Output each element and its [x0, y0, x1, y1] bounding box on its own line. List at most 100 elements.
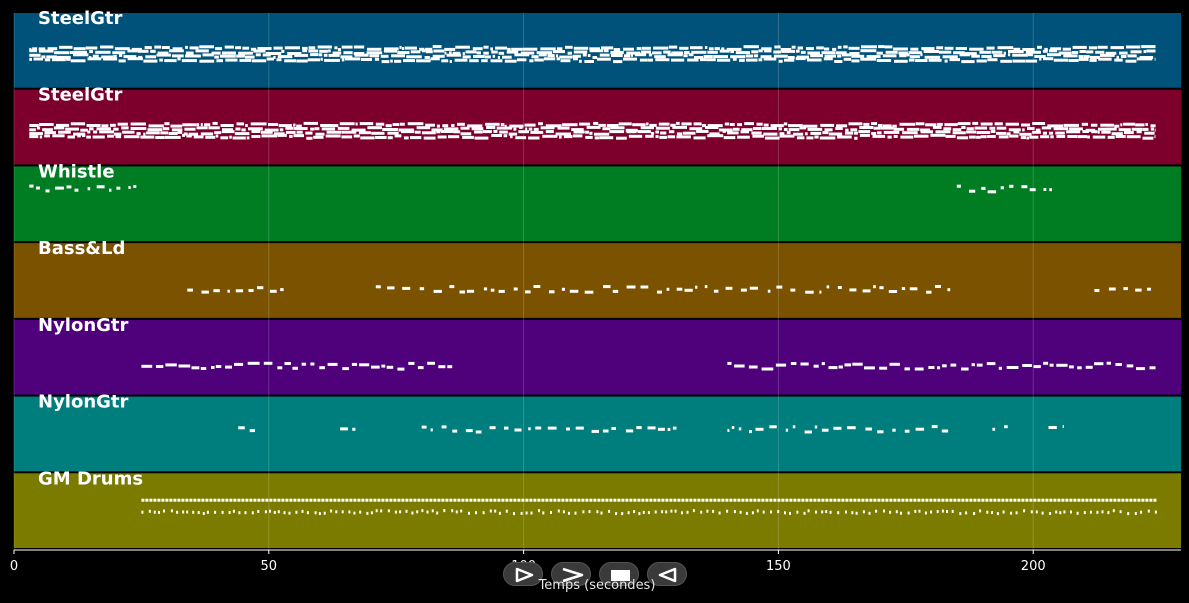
note [505, 509, 508, 513]
note [837, 135, 852, 139]
note [613, 60, 623, 64]
note [848, 122, 863, 126]
note [482, 511, 485, 515]
note [692, 509, 695, 513]
note [666, 287, 670, 291]
note [559, 55, 573, 59]
note [473, 55, 485, 58]
note [1029, 188, 1036, 192]
note [888, 290, 898, 293]
note [337, 48, 341, 52]
note [618, 122, 632, 126]
note [165, 363, 177, 367]
note [813, 498, 817, 502]
note [425, 498, 429, 502]
note [245, 498, 249, 502]
note [657, 290, 662, 294]
note [1047, 124, 1063, 128]
note [853, 131, 858, 135]
note [741, 128, 753, 132]
note [365, 498, 369, 502]
note [955, 47, 967, 50]
note [658, 122, 670, 126]
note [110, 123, 116, 127]
play-button[interactable] [503, 562, 543, 586]
note [351, 128, 366, 132]
note [209, 498, 213, 502]
note [799, 126, 807, 130]
note [1025, 59, 1038, 63]
note [353, 134, 360, 138]
note [697, 498, 701, 502]
note [353, 45, 365, 49]
note [1154, 57, 1156, 61]
note [594, 132, 610, 136]
x-axis-label: Temps (secondes) [538, 578, 656, 593]
note [1050, 135, 1054, 139]
note [573, 46, 589, 50]
note [1146, 49, 1156, 53]
note [616, 136, 627, 140]
note [800, 362, 809, 366]
fast-forward-icon [562, 567, 584, 583]
note [277, 366, 283, 370]
note [586, 125, 601, 129]
note [496, 126, 513, 130]
note [935, 130, 951, 134]
note [741, 498, 745, 502]
note [483, 45, 489, 49]
note [281, 498, 285, 502]
note [853, 498, 857, 502]
note [130, 122, 146, 126]
note [485, 498, 489, 502]
note [1078, 55, 1084, 58]
note [507, 47, 511, 51]
note [895, 510, 898, 514]
note [797, 498, 801, 502]
note [441, 498, 445, 502]
note [182, 123, 197, 127]
note [796, 136, 805, 140]
fast-forward-button[interactable] [551, 562, 591, 586]
note [1071, 51, 1079, 54]
note [573, 130, 585, 134]
note [792, 425, 796, 429]
note [730, 50, 734, 54]
note [718, 511, 721, 515]
note [1066, 130, 1081, 134]
note [323, 53, 328, 57]
note [744, 122, 754, 126]
note [626, 130, 637, 134]
note [612, 289, 619, 293]
note [155, 136, 165, 139]
note [29, 124, 39, 127]
note [998, 135, 1009, 139]
note [337, 498, 341, 502]
stop-button[interactable] [599, 562, 639, 586]
note [878, 45, 885, 49]
note [509, 124, 524, 128]
note [601, 46, 614, 50]
note [577, 498, 581, 502]
note [430, 57, 440, 61]
note [449, 60, 452, 63]
note [424, 56, 430, 59]
note [862, 510, 865, 514]
note [65, 127, 79, 131]
rewind-button[interactable] [647, 562, 687, 586]
note [392, 123, 400, 126]
note [306, 511, 309, 515]
note [381, 364, 386, 368]
note [924, 511, 927, 515]
note [462, 135, 474, 139]
note [445, 498, 449, 502]
note [701, 124, 707, 128]
note [708, 47, 714, 51]
note [775, 363, 787, 367]
note [915, 59, 928, 62]
note [87, 130, 91, 134]
note [966, 130, 977, 134]
note [342, 367, 349, 371]
note [651, 131, 655, 135]
note [829, 498, 833, 502]
